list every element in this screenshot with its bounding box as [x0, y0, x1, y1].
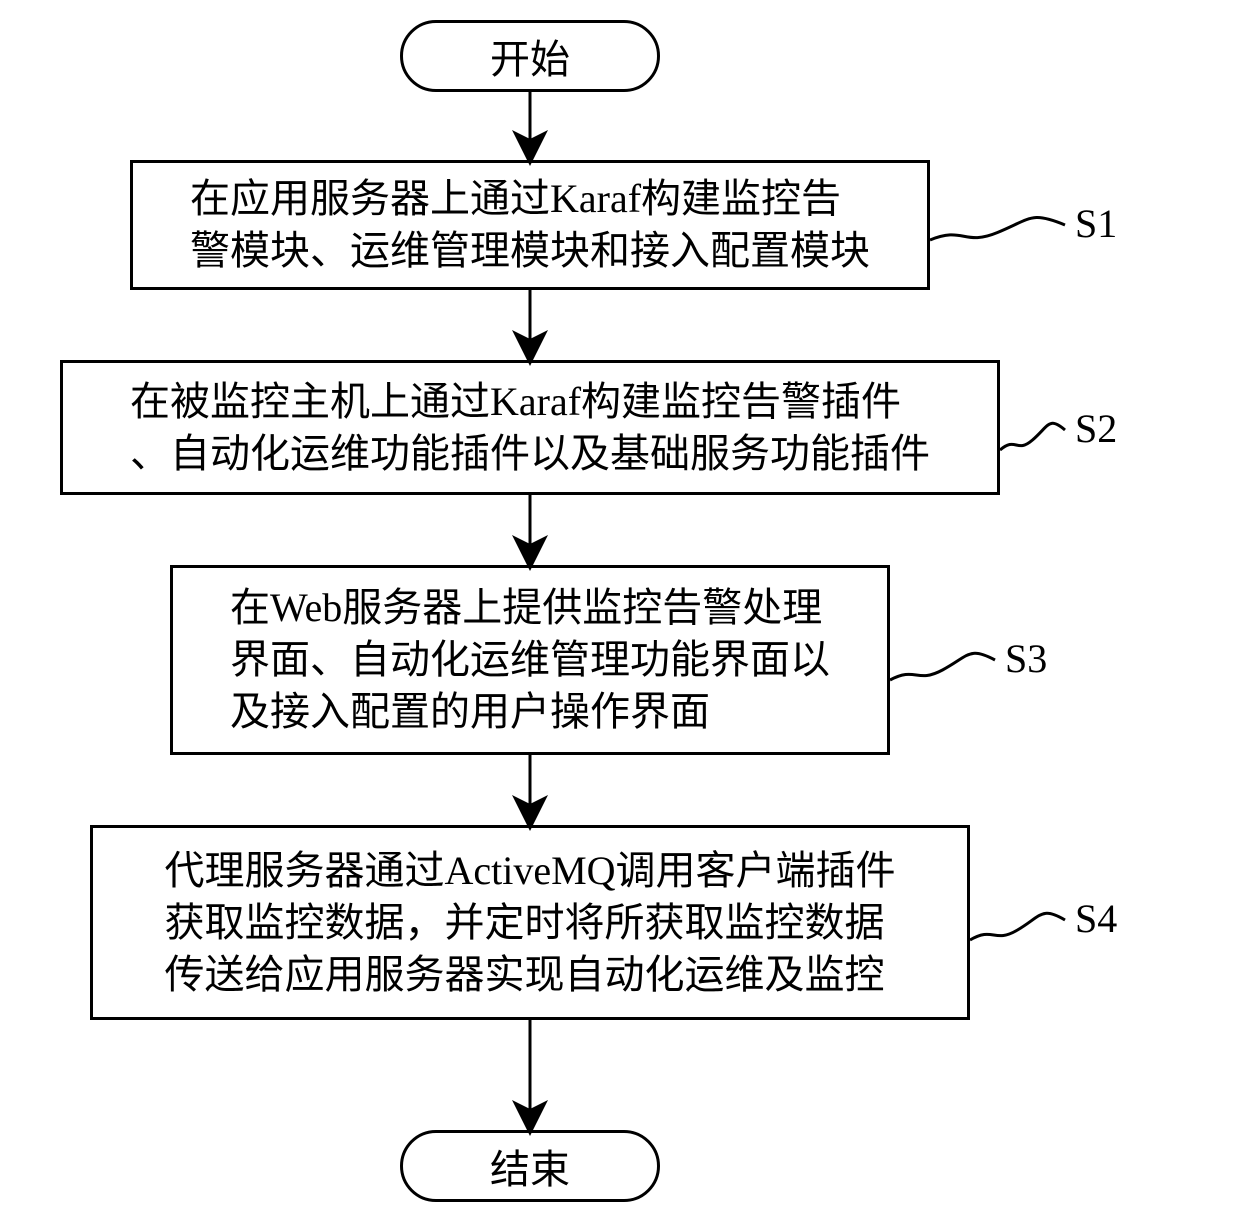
connectors-svg	[0, 0, 1240, 1225]
